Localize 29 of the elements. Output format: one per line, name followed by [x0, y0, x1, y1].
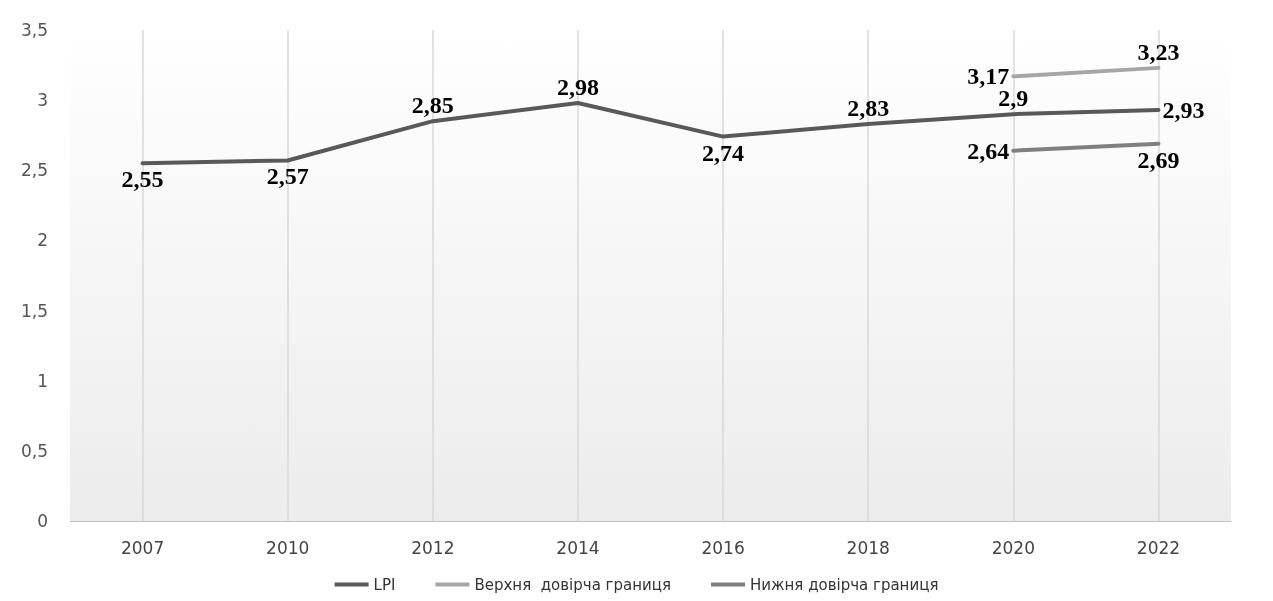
data-label: 2,55	[121, 166, 164, 193]
y-tick-label: 0,5	[20, 440, 48, 461]
x-tick-label: 2010	[266, 537, 310, 558]
data-label: 3,23	[1137, 38, 1180, 65]
x-tick-label: 2014	[556, 537, 600, 558]
data-label: 2,69	[1137, 146, 1180, 173]
data-label: 2,64	[967, 137, 1010, 164]
data-label: 2,93	[1162, 96, 1205, 123]
y-tick-label: 0	[37, 511, 48, 531]
y-tick-label: 2,5	[20, 160, 48, 181]
x-tick-label: 2016	[701, 537, 745, 558]
x-tick-label: 2018	[846, 537, 890, 558]
legend-label: LPI	[373, 575, 396, 594]
legend-label: Верхня довірча границя	[474, 575, 671, 594]
y-tick-label: 3	[37, 90, 48, 111]
y-tick-label: 3,5	[20, 20, 48, 40]
y-tick-label: 1	[37, 370, 48, 391]
x-tick-label: 2012	[411, 537, 455, 558]
data-label: 2,57	[266, 163, 309, 190]
x-tick-label: 2007	[120, 537, 165, 558]
y-tick-label: 2	[37, 230, 48, 251]
data-label: 2,85	[411, 92, 454, 119]
data-label: 2,74	[702, 139, 745, 166]
data-label: 2,98	[556, 73, 599, 100]
legend-label: Нижня довірча границя	[749, 575, 939, 594]
y-tick-label: 1,5	[20, 300, 48, 321]
data-label: 2,83	[847, 94, 890, 121]
x-tick-label: 2022	[1136, 537, 1181, 558]
x-tick-label: 2020	[991, 537, 1035, 558]
